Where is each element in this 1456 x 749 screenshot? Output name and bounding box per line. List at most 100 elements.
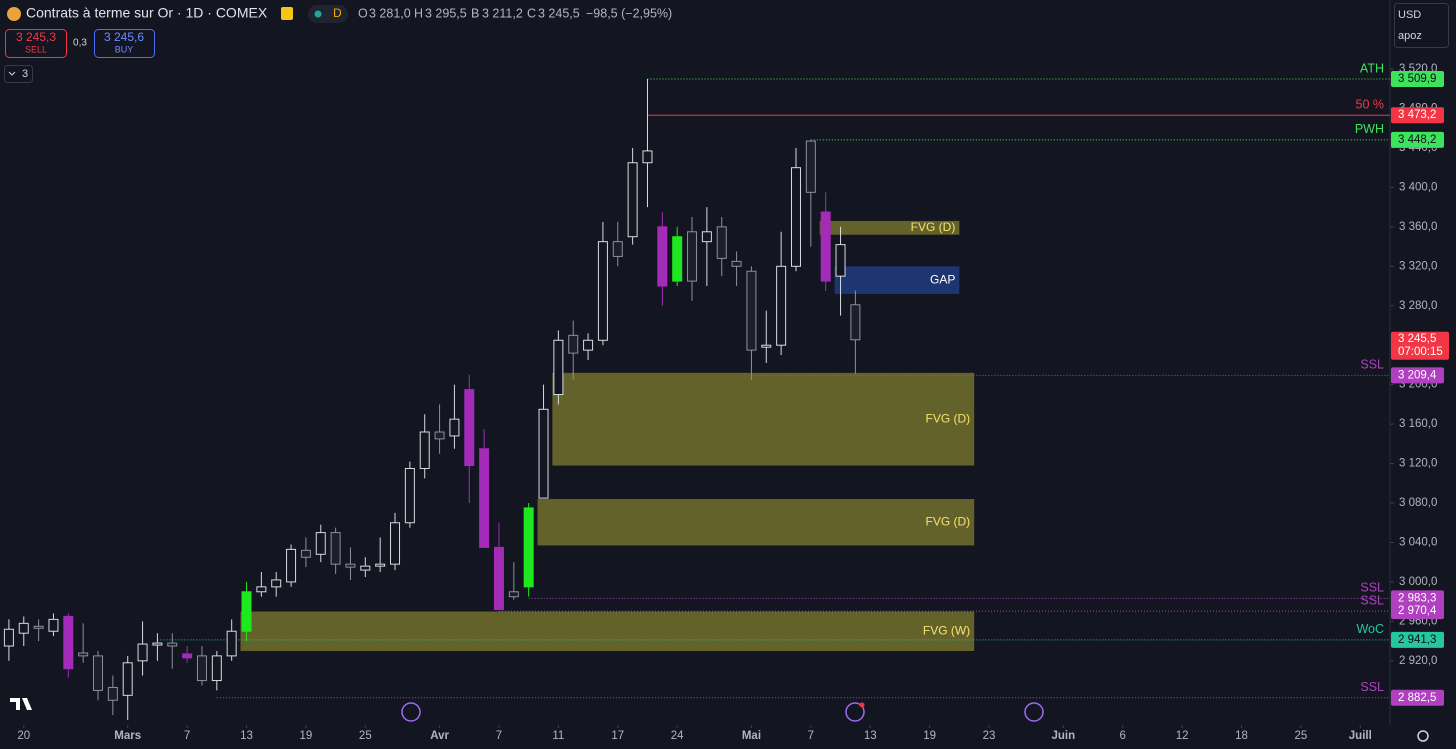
last-price-badge	[1391, 331, 1449, 360]
candle-body	[48, 618, 59, 632]
ohlc-key: C	[527, 6, 536, 20]
level-badge-label: 2 882,5	[1398, 692, 1436, 704]
level-badge	[1391, 631, 1444, 648]
sell-button[interactable]	[5, 29, 67, 58]
candle-body	[211, 655, 222, 682]
level-badge-label: 3 509,9	[1398, 73, 1436, 85]
spread: 0,3	[73, 38, 87, 49]
candle-body	[687, 231, 698, 282]
candle-body	[137, 643, 148, 662]
candle-body	[850, 304, 861, 341]
x-tick-label: 7	[496, 730, 502, 742]
event-icon[interactable]	[1024, 702, 1044, 722]
x-tick-label: 6	[1119, 730, 1125, 742]
ohlc-value: 3 295,5	[425, 6, 467, 20]
buy-button[interactable]	[94, 29, 155, 58]
zone-label: FVG (W)	[923, 623, 970, 637]
candle-body	[508, 591, 519, 598]
sell-price: 3 245,3	[16, 30, 56, 44]
candle-body	[493, 546, 504, 611]
settings-icon[interactable]	[1417, 730, 1429, 742]
candle-body	[330, 532, 341, 565]
candle-body	[672, 236, 683, 282]
zone	[819, 220, 960, 235]
x-tick-label: Avr	[430, 730, 449, 742]
level-badge	[1391, 367, 1444, 384]
x-tick-label: Juin	[1051, 730, 1075, 742]
x-tick-label: 7	[184, 730, 190, 742]
ohlc-value: 3 211,2	[482, 6, 523, 20]
x-tick-label: 19	[923, 730, 936, 742]
candle-body	[612, 241, 623, 257]
candle-body	[33, 625, 44, 629]
interval-pill[interactable]	[308, 5, 348, 23]
candle-body	[657, 226, 668, 287]
change: −98,5 (−2,95%)	[586, 6, 672, 20]
event-icon[interactable]	[845, 702, 865, 722]
x-tick-label: 18	[1235, 730, 1248, 742]
y-tick-label: 3 360,0	[1399, 221, 1437, 233]
level-badge	[1391, 603, 1444, 620]
candle-body	[256, 586, 267, 593]
sell-label: SELL	[25, 44, 47, 54]
candle-body	[523, 507, 534, 588]
x-tick-label: 19	[300, 730, 313, 742]
candle-body	[776, 265, 787, 346]
zone-label: GAP	[930, 272, 955, 286]
ohlc-value: 3 281,0	[369, 6, 411, 20]
level-name: SSL	[1360, 581, 1384, 595]
x-tick-label: 24	[671, 730, 684, 742]
candle-body	[449, 418, 460, 437]
level-badge-label: 3 473,2	[1398, 109, 1436, 121]
candle-body	[404, 467, 415, 524]
x-tick-label: Juill	[1349, 730, 1372, 742]
chevron	[8, 71, 16, 76]
x-tick-label: 17	[611, 730, 624, 742]
y-tick-label: 2 920,0	[1399, 655, 1437, 667]
level-badge	[1391, 131, 1444, 148]
candle-body	[345, 563, 356, 568]
candle-body	[360, 565, 371, 571]
candle-body	[18, 622, 29, 634]
zone-label: FVG (D)	[911, 220, 956, 234]
zone	[537, 499, 975, 546]
x-tick-label: Mars	[114, 730, 141, 742]
candle-body	[241, 591, 252, 632]
candle-body	[390, 522, 401, 565]
level-badge	[1391, 689, 1444, 706]
y-tick-label: 3 040,0	[1399, 536, 1437, 548]
event-icon[interactable]	[401, 702, 421, 722]
buy-label: BUY	[115, 44, 134, 54]
level-badge	[1391, 590, 1444, 607]
y-tick-label: 3 320,0	[1399, 260, 1437, 272]
symbol-icon	[7, 7, 21, 21]
candle-body	[182, 653, 193, 659]
candle-body	[271, 579, 282, 588]
x-tick-label: 23	[983, 730, 996, 742]
candle-body	[63, 615, 74, 670]
candle-body	[286, 548, 297, 583]
candle-body	[746, 270, 757, 351]
candle-body	[300, 549, 311, 558]
indicator-count: 3	[22, 68, 28, 80]
level-name: SSL	[1360, 593, 1384, 607]
candle-body	[716, 226, 727, 259]
y-tick-label: 3 080,0	[1399, 497, 1437, 509]
buy-price: 3 245,6	[104, 30, 144, 44]
level-badge-label: 2 970,4	[1398, 605, 1437, 617]
level-name: 50 %	[1356, 97, 1385, 111]
y-tick-label: 3 160,0	[1399, 418, 1437, 430]
candle-body	[642, 150, 653, 164]
scale-menu[interactable]	[1394, 3, 1449, 48]
y-tick-label: 3 400,0	[1399, 181, 1437, 193]
x-tick-label: 7	[808, 730, 814, 742]
x-tick-label: 20	[17, 730, 30, 742]
candle-body	[196, 655, 207, 682]
candle-body	[538, 408, 549, 499]
candle-body	[315, 532, 326, 555]
level-name: WoC	[1356, 622, 1384, 636]
indicators-toggle[interactable]	[4, 65, 33, 83]
interval-badge: D	[333, 6, 342, 20]
status-dot	[314, 10, 322, 18]
